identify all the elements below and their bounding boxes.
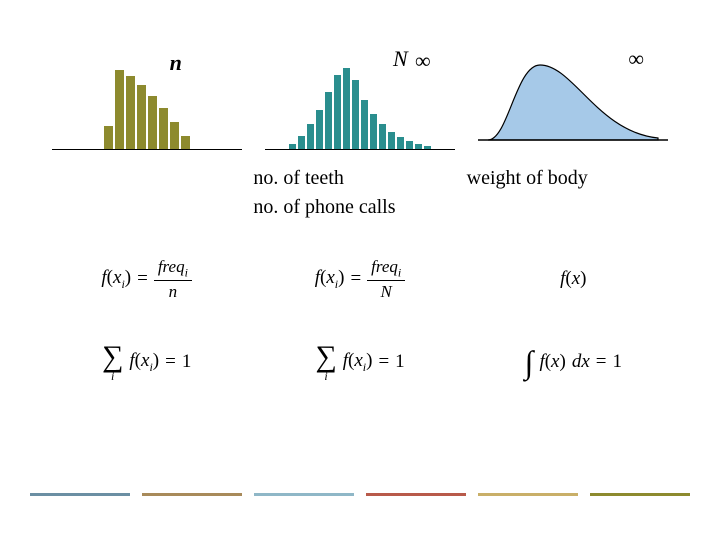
chart-col-right: ∞ (467, 40, 680, 150)
formula-bottom-right: ∫ f(x) dx = 1 (467, 342, 680, 382)
chart-right-curve (478, 40, 668, 150)
slide-container: n N ∞ ∞ no. of (0, 0, 720, 540)
chart-left: n (52, 40, 242, 150)
chart-middle-axis (265, 149, 455, 151)
footer-bars (0, 493, 720, 496)
chart-left-label: n (170, 50, 182, 76)
formula-bottom-left: ∑ i f(xi) = 1 (40, 342, 253, 382)
caption-col-right: weight of body (467, 164, 680, 222)
caption-middle-2: no. of phone calls (253, 193, 466, 222)
caption-right-1: weight of body (467, 164, 680, 193)
chart-col-middle: N ∞ (253, 40, 466, 150)
formula-row-1: f(xi) = freqi n f(xi) = freqi N (40, 258, 680, 300)
formula-bottom-middle: ∑ i f(xi) = 1 (253, 342, 466, 382)
caption-col-middle: no. of teeth no. of phone calls (253, 164, 466, 222)
chart-middle-infinity: ∞ (415, 48, 431, 74)
formula-top-right: f(x) (467, 258, 680, 300)
caption-middle-1: no. of teeth (253, 164, 466, 193)
formula-row-2: ∑ i f(xi) = 1 ∑ i f(xi) = 1 ∫ f (40, 342, 680, 382)
formula-top-left: f(xi) = freqi n (40, 258, 253, 300)
chart-col-left: n (40, 40, 253, 150)
chart-left-bars (104, 70, 190, 150)
chart-left-axis (52, 149, 242, 151)
chart-right: ∞ (478, 40, 668, 150)
charts-row: n N ∞ ∞ (40, 40, 680, 150)
formula-top-middle: f(xi) = freqi N (253, 258, 466, 300)
chart-middle-bars (289, 68, 431, 150)
chart-middle-label: N (393, 46, 408, 72)
chart-middle: N ∞ (265, 40, 455, 150)
caption-row: no. of teeth no. of phone calls weight o… (40, 164, 680, 222)
caption-col-left (40, 164, 253, 222)
